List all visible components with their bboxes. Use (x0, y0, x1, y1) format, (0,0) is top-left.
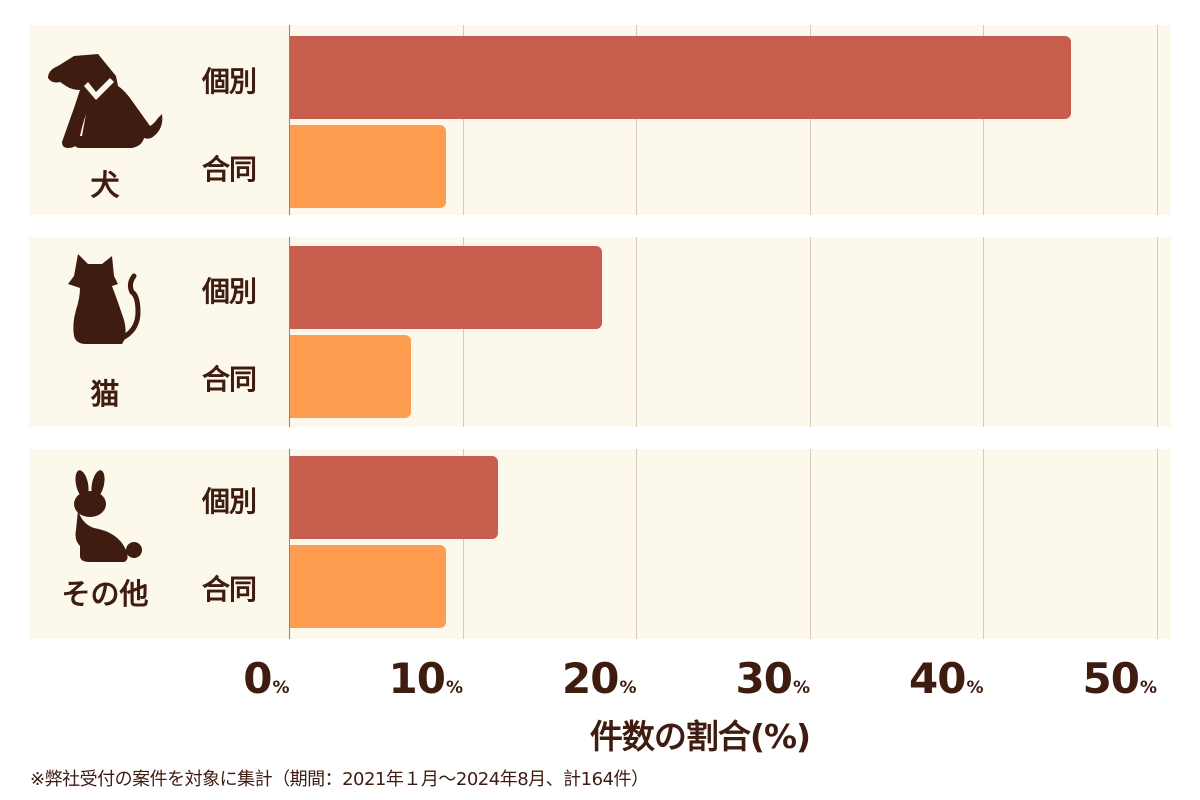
gridline (636, 25, 637, 215)
bar-label-cat-individual: 個別 (202, 275, 257, 308)
gridline (1156, 449, 1158, 639)
x-tick-unit: % (966, 678, 984, 698)
dog-icon (46, 52, 164, 150)
x-tick-label: 0% (170, 654, 290, 703)
x-tick-value: 30 (735, 654, 793, 703)
x-tick-label: 20% (517, 654, 637, 703)
bar-cat-joint (290, 335, 412, 418)
group-label-dog: 犬 (90, 168, 120, 202)
gridline (462, 449, 464, 639)
bar-cat-individual (290, 246, 603, 329)
gridline (462, 25, 464, 215)
gridline (636, 449, 637, 639)
gridline (809, 237, 811, 427)
cat-icon (68, 254, 144, 346)
bar-label-other-joint: 合同 (202, 573, 257, 606)
gridline (1156, 237, 1158, 427)
gridline (809, 449, 811, 639)
x-tick-label: 30% (690, 654, 811, 703)
x-tick-unit: % (272, 678, 290, 698)
x-tick-unit: % (619, 678, 637, 698)
x-tick-label: 10% (343, 654, 464, 703)
x-tick-label: 50% (1037, 654, 1158, 703)
gridline (636, 237, 637, 427)
x-tick-unit: % (1139, 678, 1157, 698)
gridline (809, 25, 811, 215)
bar-label-cat-joint: 合同 (202, 363, 257, 396)
bar-label-other-individual: 個別 (202, 485, 257, 518)
gridline (462, 237, 464, 427)
bar-dog-joint (290, 125, 447, 208)
group-label-other: その他 (61, 577, 149, 611)
group-panel-other (29, 449, 1171, 639)
bar-dog-individual (290, 36, 1071, 119)
x-tick-value: 50 (1082, 654, 1140, 703)
gridline (983, 449, 984, 639)
x-tick-value: 10 (388, 654, 446, 703)
x-tick-value: 0 (243, 654, 272, 703)
y-axis-line (289, 25, 290, 215)
gridline (1156, 25, 1158, 215)
x-tick-unit: % (445, 678, 463, 698)
x-axis-title: 件数の割合(%) (589, 717, 811, 756)
y-axis-line (289, 449, 290, 639)
x-tick-value: 20 (562, 654, 619, 703)
gridline (983, 237, 984, 427)
bar-label-dog-individual: 個別 (202, 65, 257, 98)
bar-other-joint (290, 545, 447, 628)
bar-label-dog-joint: 合同 (202, 153, 257, 186)
x-tick-unit: % (792, 678, 810, 698)
group-label-cat: 猫 (90, 377, 120, 411)
footnote: ※弊社受付の案件を対象に集計（期間：2021年１月〜2024年8月、計164件） (30, 769, 649, 790)
gridline (983, 25, 984, 215)
x-tick-value: 40 (909, 654, 966, 703)
y-axis-line (289, 237, 290, 427)
x-tick-label: 40% (864, 654, 984, 703)
rabbit-icon (66, 470, 146, 566)
bar-other-individual (290, 456, 499, 539)
